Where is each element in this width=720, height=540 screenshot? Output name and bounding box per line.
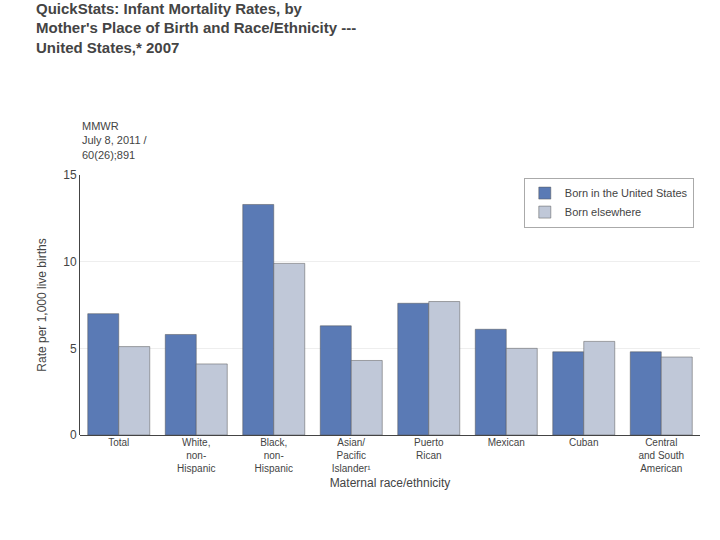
svg-text:Cuban: Cuban	[569, 437, 598, 448]
svg-text:5: 5	[70, 342, 77, 356]
svg-text:Rate per 1,000 live births: Rate per 1,000 live births	[35, 238, 49, 371]
svg-text:0: 0	[70, 428, 77, 442]
svg-text:Black,non-Hispanic: Black,non-Hispanic	[255, 437, 293, 474]
svg-text:Asian/PacificIslander¹: Asian/PacificIslander¹	[332, 437, 372, 474]
svg-text:Centraland SouthAmerican: Centraland SouthAmerican	[638, 437, 684, 474]
svg-text:QuickStats: Infant Mortality R: QuickStats: Infant Mortality Rates, byMo…	[36, 0, 356, 56]
svg-text:Born elsewhere: Born elsewhere	[565, 206, 641, 218]
svg-text:PuertoRican: PuertoRican	[414, 437, 444, 461]
svg-text:Maternal race/ethnicity: Maternal race/ethnicity	[330, 476, 451, 490]
svg-text:MMWRJuly 8, 2011 /60(26);891: MMWRJuly 8, 2011 /60(26);891	[82, 120, 148, 161]
svg-text:White,non-Hispanic: White,non-Hispanic	[177, 437, 215, 474]
svg-text:10: 10	[63, 255, 77, 269]
svg-text:Mexican: Mexican	[488, 437, 525, 448]
svg-text:Total: Total	[108, 437, 129, 448]
svg-text:Born in the United States: Born in the United States	[565, 187, 688, 199]
svg-text:15: 15	[63, 168, 77, 182]
